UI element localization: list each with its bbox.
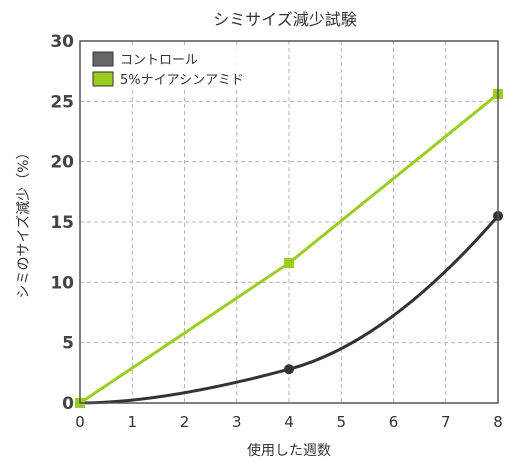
legend-box (86, 46, 264, 90)
y-tick-label: 25 (50, 92, 74, 112)
y-tick-labels: 0 5 10 15 20 25 30 (50, 32, 74, 414)
x-tick-label: 6 (389, 413, 399, 431)
legend-label-niacinamide: 5%ナイアシンアミド (120, 73, 244, 88)
y-tick-label: 10 (50, 273, 74, 293)
x-tick-label: 5 (336, 413, 346, 431)
legend-swatch-control (92, 51, 114, 67)
chart-title: シミサイズ減少試験 (213, 10, 357, 29)
x-tick-label: 2 (180, 413, 190, 431)
x-tick-label: 0 (75, 413, 85, 431)
data-point-control (284, 364, 294, 375)
x-axis-label: 使用した週数 (247, 442, 331, 459)
y-tick-label: 5 (62, 334, 74, 354)
y-axis-label: シミのサイズ減少（%） (15, 146, 32, 299)
y-tick-label: 15 (50, 213, 74, 233)
data-point-niacinamide (284, 258, 294, 269)
grid (80, 41, 498, 403)
x-tick-label: 8 (493, 413, 503, 431)
x-tick-label: 4 (284, 413, 294, 431)
plot-frame (79, 40, 499, 404)
legend: コントロール 5%ナイアシンアミド (86, 46, 264, 90)
legend-swatch-niacinamide (92, 71, 114, 87)
x-tick-labels: 0 1 2 3 4 5 6 7 8 (75, 413, 503, 431)
y-tick-label: 30 (50, 32, 74, 52)
y-tick-label: 0 (62, 394, 74, 414)
legend-label-control: コントロール (120, 53, 198, 68)
x-tick-label: 7 (441, 413, 451, 431)
series-layer (75, 89, 503, 408)
x-tick-label: 1 (127, 413, 137, 431)
x-tick-label: 3 (232, 413, 242, 431)
y-tick-label: 20 (50, 153, 74, 173)
